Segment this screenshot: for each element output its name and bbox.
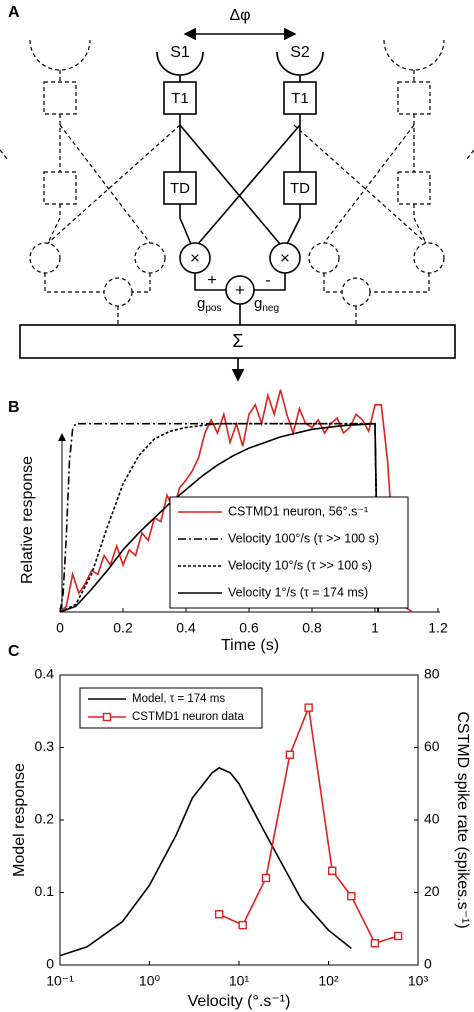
y-tick-label: 0.2 — [35, 811, 55, 827]
series-line — [59, 422, 379, 613]
data-point — [347, 891, 356, 901]
panel-label: A — [8, 4, 20, 21]
y-tick-label: 0.3 — [35, 738, 55, 754]
link — [179, 114, 301, 245]
dashed-node — [29, 242, 61, 274]
gain-label: gpos — [197, 295, 221, 314]
legend-box — [169, 496, 409, 609]
x-tick-label: 0.6 — [239, 620, 259, 636]
x-tick-label: 1.2 — [428, 620, 448, 636]
legend-label: Velocity 1°/s (τ = 174 ms) — [228, 585, 368, 599]
panel-label: C — [8, 643, 20, 660]
td-box — [283, 171, 317, 205]
y-axis-label: Relative response — [19, 456, 36, 584]
y2-tick-label: 40 — [424, 811, 440, 827]
x-tick-label: 10⁻¹ — [46, 973, 74, 989]
x-tick-label: 0.2 — [113, 620, 133, 636]
receptor — [156, 51, 324, 76]
t1-label: T1 — [291, 90, 309, 107]
legend-label: Model, τ = 174 ms — [132, 693, 225, 705]
dashed-receptor — [29, 39, 91, 71]
legend-label: Velocity 100°/s (τ >> 100 s) — [228, 531, 379, 545]
data-point — [370, 939, 380, 948]
dashed-node — [413, 242, 445, 274]
dashed-node — [308, 242, 340, 274]
series-line — [59, 766, 352, 957]
dashed-box — [43, 171, 77, 205]
dashed-node — [134, 242, 166, 274]
x-tick-label: 10³ — [408, 973, 429, 989]
td-label: TD — [290, 180, 310, 197]
series-line — [59, 422, 379, 613]
gain-label: gneg — [254, 295, 279, 314]
dashed-box — [43, 81, 77, 115]
y2-tick-label: 60 — [424, 738, 440, 754]
y2-tick-label: 0 — [424, 956, 432, 972]
gain-base: g — [254, 295, 262, 312]
dashed-node — [341, 277, 371, 307]
legend-label: Velocity 10°/s (τ >> 100 s) — [228, 558, 372, 572]
td-label: TD — [170, 180, 190, 197]
y2-tick-label: 20 — [424, 883, 440, 899]
legend-marker — [102, 712, 112, 722]
gain-sub: pos — [205, 303, 221, 314]
gain-sub: neg — [262, 303, 279, 314]
dashed-box — [397, 81, 431, 115]
t1-label: T1 — [171, 90, 189, 107]
sign: - — [265, 272, 270, 289]
sensor-label: S1 — [170, 44, 190, 61]
gain-base: g — [197, 295, 205, 312]
multiplier-label: × — [280, 248, 290, 267]
x-tick-label: 10² — [318, 973, 339, 989]
delta-label: Δφ — [229, 7, 250, 24]
td-box — [163, 171, 197, 205]
x-tick-label: 0 — [56, 620, 64, 636]
legend-box — [79, 687, 263, 729]
x-tick-label: 0.4 — [176, 620, 196, 636]
data-point — [261, 873, 271, 883]
data-point — [214, 910, 224, 919]
data-point — [285, 750, 295, 759]
y-tick-label: 0 — [46, 956, 54, 972]
y-axis-label: Model response — [11, 763, 28, 877]
dashed-receptor — [383, 39, 445, 71]
x-tick-label: 10¹ — [229, 973, 250, 989]
panel-a: A Δφ S1 S2 T1 T1 TD TD × × + + - gpos gn… — [0, 4, 474, 382]
dashed-link — [59, 70, 415, 82]
sum-node-label: + — [235, 280, 245, 299]
x-tick-label: 0.8 — [302, 620, 322, 636]
x-tick-label: 10⁰ — [139, 973, 161, 989]
y2-axis-label: CSTMD spike rate (spikes.s⁻¹) — [454, 711, 471, 928]
link — [179, 75, 301, 82]
sensor-label: S2 — [290, 44, 310, 61]
panel-label: B — [8, 399, 20, 416]
sum-label: Σ — [232, 331, 243, 351]
y2-tick-label: 80 — [424, 666, 440, 682]
data-point — [393, 931, 403, 941]
data-point — [328, 866, 337, 875]
data-point — [238, 920, 247, 930]
legend-label: CSTMD1 neuron, 56°.s⁻¹ — [228, 504, 368, 518]
dashed-node — [103, 277, 133, 307]
x-axis-label: Velocity (°.s⁻¹) — [188, 993, 291, 1010]
dashed-link — [0, 114, 474, 244]
y-tick-label: 0.4 — [35, 666, 55, 682]
link — [194, 273, 286, 325]
data-point — [304, 703, 313, 712]
multiplier-label: × — [190, 248, 200, 267]
x-axis-label: Time (s) — [221, 637, 279, 654]
sum-node — [225, 275, 255, 305]
x-tick-label: 1 — [371, 620, 379, 636]
y-tick-label: 0.1 — [35, 883, 55, 899]
dashed-link — [44, 273, 430, 325]
sign: + — [207, 272, 216, 289]
legend-label: CSTMD1 neuron data — [132, 711, 244, 723]
dashed-box — [397, 171, 431, 205]
